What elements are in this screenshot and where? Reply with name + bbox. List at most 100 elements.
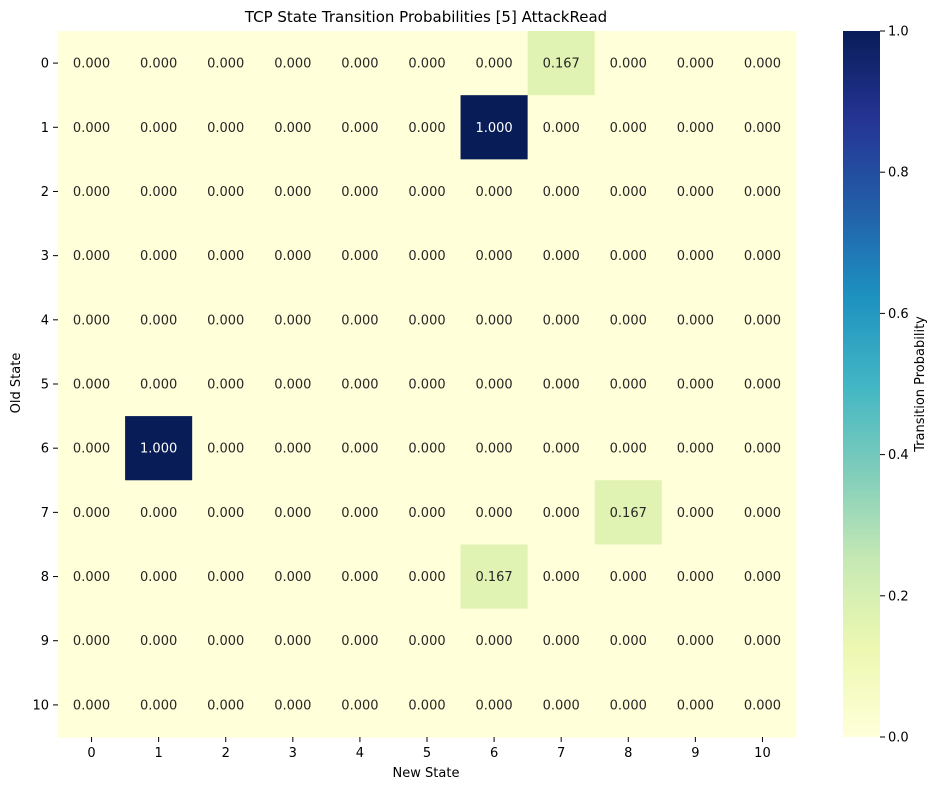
heatmap-cell xyxy=(326,351,394,417)
heatmap-cell xyxy=(58,159,126,225)
cell-value-label: 0.000 xyxy=(610,313,647,328)
cell-value-label: 0.000 xyxy=(73,506,110,521)
cell-value-label: 0.000 xyxy=(408,185,445,200)
cell-value-label: 0.000 xyxy=(744,378,781,393)
cell-value-label: 0.000 xyxy=(744,570,781,585)
heatmap-cell xyxy=(594,287,663,353)
cell-value-label: 0.000 xyxy=(207,57,244,72)
heatmap-cell xyxy=(125,351,193,417)
heatmap-cell xyxy=(259,416,327,481)
heatmap-cell xyxy=(661,672,730,738)
cell-value-label: 0.000 xyxy=(274,57,311,72)
heatmap-cell xyxy=(259,287,327,353)
heatmap-cell xyxy=(527,31,596,96)
cell-value-label: 0.000 xyxy=(677,442,714,457)
cell-value-label: 0.000 xyxy=(475,698,512,713)
cell-value-label: 0.000 xyxy=(140,249,177,264)
cell-value-label: 0.000 xyxy=(274,249,311,264)
heatmap-cell xyxy=(58,31,126,96)
cell-value-label: 0.000 xyxy=(341,634,378,649)
y-tick-label: 1 xyxy=(41,121,49,136)
cell-value-label: 1.000 xyxy=(140,442,177,457)
y-tick-label: 0 xyxy=(41,57,49,72)
heatmap-cell xyxy=(326,608,394,674)
heatmap-cell xyxy=(326,95,394,160)
y-tick-label: 2 xyxy=(41,185,49,200)
cell-value-label: 0.000 xyxy=(408,506,445,521)
heatmap-cell xyxy=(192,544,260,610)
cell-value-label: 0.167 xyxy=(543,57,580,72)
heatmap-cell xyxy=(192,608,260,674)
x-tick-label: 8 xyxy=(624,746,632,761)
heatmap-cell xyxy=(460,159,529,225)
heatmap-cell xyxy=(527,480,596,545)
cell-value-label: 0.000 xyxy=(274,185,311,200)
heatmap-cell xyxy=(125,544,193,610)
heatmap-cell xyxy=(728,608,797,674)
heatmap-cell xyxy=(728,31,797,96)
heatmap-cell xyxy=(661,544,730,610)
cell-value-label: 0.000 xyxy=(677,634,714,649)
heatmap-cell xyxy=(259,672,327,738)
cell-value-label: 0.000 xyxy=(408,378,445,393)
heatmap-cell xyxy=(661,480,730,545)
heatmap-cell xyxy=(192,31,260,96)
cell-value-label: 0.000 xyxy=(408,634,445,649)
heatmap-cell xyxy=(460,672,529,738)
heatmap-cell xyxy=(594,159,663,225)
heatmap-cell xyxy=(527,351,596,417)
cell-value-label: 0.000 xyxy=(341,57,378,72)
cell-value-label: 0.000 xyxy=(475,249,512,264)
cell-value-label: 0.000 xyxy=(677,185,714,200)
cell-value-label: 0.000 xyxy=(73,249,110,264)
cell-value-label: 0.000 xyxy=(207,378,244,393)
cell-value-label: 0.000 xyxy=(73,57,110,72)
heatmap-cell xyxy=(192,672,260,738)
heatmap-cell xyxy=(728,223,797,289)
cell-value-label: 0.000 xyxy=(274,121,311,136)
cell-value-label: 0.000 xyxy=(677,313,714,328)
heatmap-cell xyxy=(326,287,394,353)
cell-value-label: 0.000 xyxy=(274,506,311,521)
cell-value-label: 0.000 xyxy=(543,570,580,585)
heatmap-cell xyxy=(393,95,462,160)
heatmap-cell xyxy=(393,159,462,225)
heatmap-cell xyxy=(460,31,529,96)
cell-value-label: 0.000 xyxy=(610,442,647,457)
heatmap-cell xyxy=(661,31,730,96)
cell-value-label: 0.000 xyxy=(341,121,378,136)
y-tick-label: 4 xyxy=(41,313,49,328)
heatmap-cell xyxy=(125,287,193,353)
x-tick-label: 0 xyxy=(87,746,95,761)
x-tick-label: 5 xyxy=(423,746,431,761)
cell-value-label: 0.000 xyxy=(140,313,177,328)
cell-value-label: 0.000 xyxy=(610,249,647,264)
colorbar-label: Transition Probability xyxy=(913,316,928,453)
y-axis-label: Old State xyxy=(9,353,24,414)
cell-value-label: 0.000 xyxy=(73,185,110,200)
heatmap-cell xyxy=(460,608,529,674)
heatmap-cell xyxy=(125,159,193,225)
x-axis-label: New State xyxy=(393,766,460,781)
heatmap-cell xyxy=(326,159,394,225)
cell-value-label: 0.000 xyxy=(207,249,244,264)
y-tick-label: 6 xyxy=(41,442,49,457)
cell-value-label: 0.000 xyxy=(408,313,445,328)
heatmap-cell xyxy=(393,223,462,289)
cell-value-label: 0.000 xyxy=(543,634,580,649)
heatmap-cell xyxy=(326,416,394,481)
colorbar-tick-label: 0.4 xyxy=(888,448,909,463)
heatmap-cell xyxy=(58,223,126,289)
heatmap-cell xyxy=(594,31,663,96)
heatmap-cell xyxy=(58,608,126,674)
heatmap-cell xyxy=(259,351,327,417)
cell-value-label: 0.000 xyxy=(207,634,244,649)
heatmap-cell xyxy=(594,416,663,481)
cell-value-label: 0.000 xyxy=(408,570,445,585)
cell-value-label: 0.000 xyxy=(341,698,378,713)
x-axis-ticks: 0 1 2 3 4 5 6 7 8 9 10 xyxy=(87,737,771,761)
cell-value-label: 0.167 xyxy=(610,506,647,521)
heatmap-cell xyxy=(125,480,193,545)
heatmap-cell xyxy=(661,287,730,353)
heatmap-cell xyxy=(259,95,327,160)
